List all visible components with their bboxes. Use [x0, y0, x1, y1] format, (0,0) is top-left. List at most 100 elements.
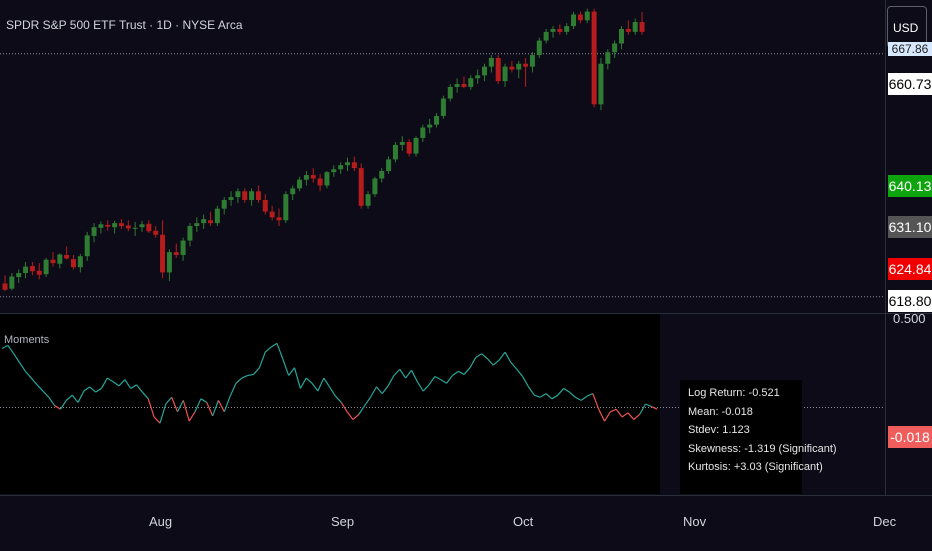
candle-body [208, 220, 213, 224]
indicator-segment [24, 370, 32, 379]
candle-body [262, 199, 268, 212]
candle-body [619, 28, 624, 44]
indicator-segment [194, 398, 202, 413]
indicator-segment [416, 381, 424, 392]
indicator-segment [633, 413, 641, 421]
candle-body [310, 175, 316, 179]
indicator-segment [305, 377, 313, 384]
indicator-segment [176, 400, 184, 413]
candle-body [584, 11, 590, 21]
month-nov: Nov [683, 514, 707, 529]
indicator-segment [153, 416, 161, 424]
indicator-segment [475, 353, 483, 358]
indicator-segment [264, 346, 272, 353]
candle-body [564, 26, 570, 32]
candle-body [386, 159, 392, 171]
candle-body [29, 266, 35, 272]
indicator-segment [539, 393, 547, 398]
candle-body [351, 162, 357, 169]
candle-body [2, 283, 8, 290]
indicator-segment [329, 386, 336, 397]
candle-body [146, 223, 152, 232]
indicator-segment [258, 351, 266, 368]
indicator-segment [100, 377, 108, 389]
indicator-segment [30, 377, 38, 386]
candle-body [112, 223, 118, 228]
candle-body [269, 211, 275, 218]
indicator-segment [241, 374, 248, 379]
candle-body [118, 223, 124, 227]
indicator-segment [165, 396, 173, 405]
candle-body [365, 194, 371, 206]
indicator-segment [36, 384, 44, 392]
candle-body [447, 86, 453, 99]
price-chart[interactable] [0, 0, 885, 313]
candle-body [214, 208, 220, 224]
candle-body [612, 43, 618, 53]
currency-button[interactable]: USD [887, 6, 927, 48]
candle-body [194, 223, 200, 227]
price-axis[interactable] [885, 0, 932, 495]
candle-body [290, 188, 296, 195]
candle-body [228, 197, 234, 200]
indicator-segment [563, 387, 570, 393]
indicator-segment [481, 353, 488, 360]
indicator-scale-label: 0.500 [893, 313, 926, 325]
indicator-segment [118, 379, 126, 387]
candle-body [317, 178, 323, 186]
candle-body [399, 142, 405, 145]
indicator-segment [48, 396, 56, 406]
indicator-segment [54, 405, 61, 410]
indicator-segment [446, 375, 453, 384]
month-sep: Sep [331, 514, 355, 529]
symbol-title: SPDR S&P 500 ETF Trust · 1D · NYSE Arca [6, 18, 243, 32]
candle-body [139, 224, 145, 228]
candle-body [23, 266, 29, 274]
indicator-segment [83, 386, 91, 392]
candle-body [571, 14, 577, 27]
time-axis[interactable] [0, 495, 932, 551]
indicator-segment [358, 405, 366, 415]
candle-body [413, 137, 419, 154]
mean-label: Mean: -0.018 [688, 405, 753, 418]
indicator-segment [7, 345, 15, 355]
indicator-segment [410, 370, 418, 382]
indicator-segment [352, 413, 360, 421]
candle-body [427, 124, 433, 128]
indicator-segment [440, 379, 447, 384]
candle-body [180, 240, 186, 256]
indicator-segment [247, 373, 254, 377]
skewness-label: Skewness: -1.319 (Significant) [688, 442, 837, 455]
candle-body [77, 256, 83, 268]
indicator-segment [323, 377, 331, 388]
moments-stats-table: Log Return: -0.521 Mean: -0.018 Stdev: 1… [680, 380, 837, 494]
indicator-segment [299, 377, 307, 389]
candle-body [598, 63, 604, 105]
candle-body [242, 191, 248, 200]
candle-body [509, 66, 515, 70]
candle-body [502, 66, 508, 82]
candle-body [488, 57, 494, 67]
candle-body [482, 66, 487, 76]
indicator-segment [42, 390, 50, 398]
moments-indicator-pane[interactable] [0, 314, 885, 494]
indicator-segment [534, 394, 541, 398]
candle-body [550, 28, 556, 32]
indicator-segment [124, 379, 132, 389]
price-label-prev: 624.84 [888, 258, 932, 280]
indicator-bg [0, 314, 660, 494]
price-label-high: 660.73 [888, 73, 932, 95]
candle-body [529, 55, 535, 67]
indicator-segment [19, 362, 26, 372]
candle-body [105, 224, 111, 227]
candle-body [338, 165, 344, 170]
indicator-segment [458, 370, 465, 375]
indicator-segment [112, 381, 120, 387]
indicator-segment [645, 403, 652, 408]
indicator-segment [60, 400, 67, 410]
indicator-segment [434, 375, 442, 381]
candle-body [16, 273, 22, 278]
candle-body [557, 28, 563, 32]
candle-body [475, 75, 481, 79]
candle-body [331, 169, 337, 173]
